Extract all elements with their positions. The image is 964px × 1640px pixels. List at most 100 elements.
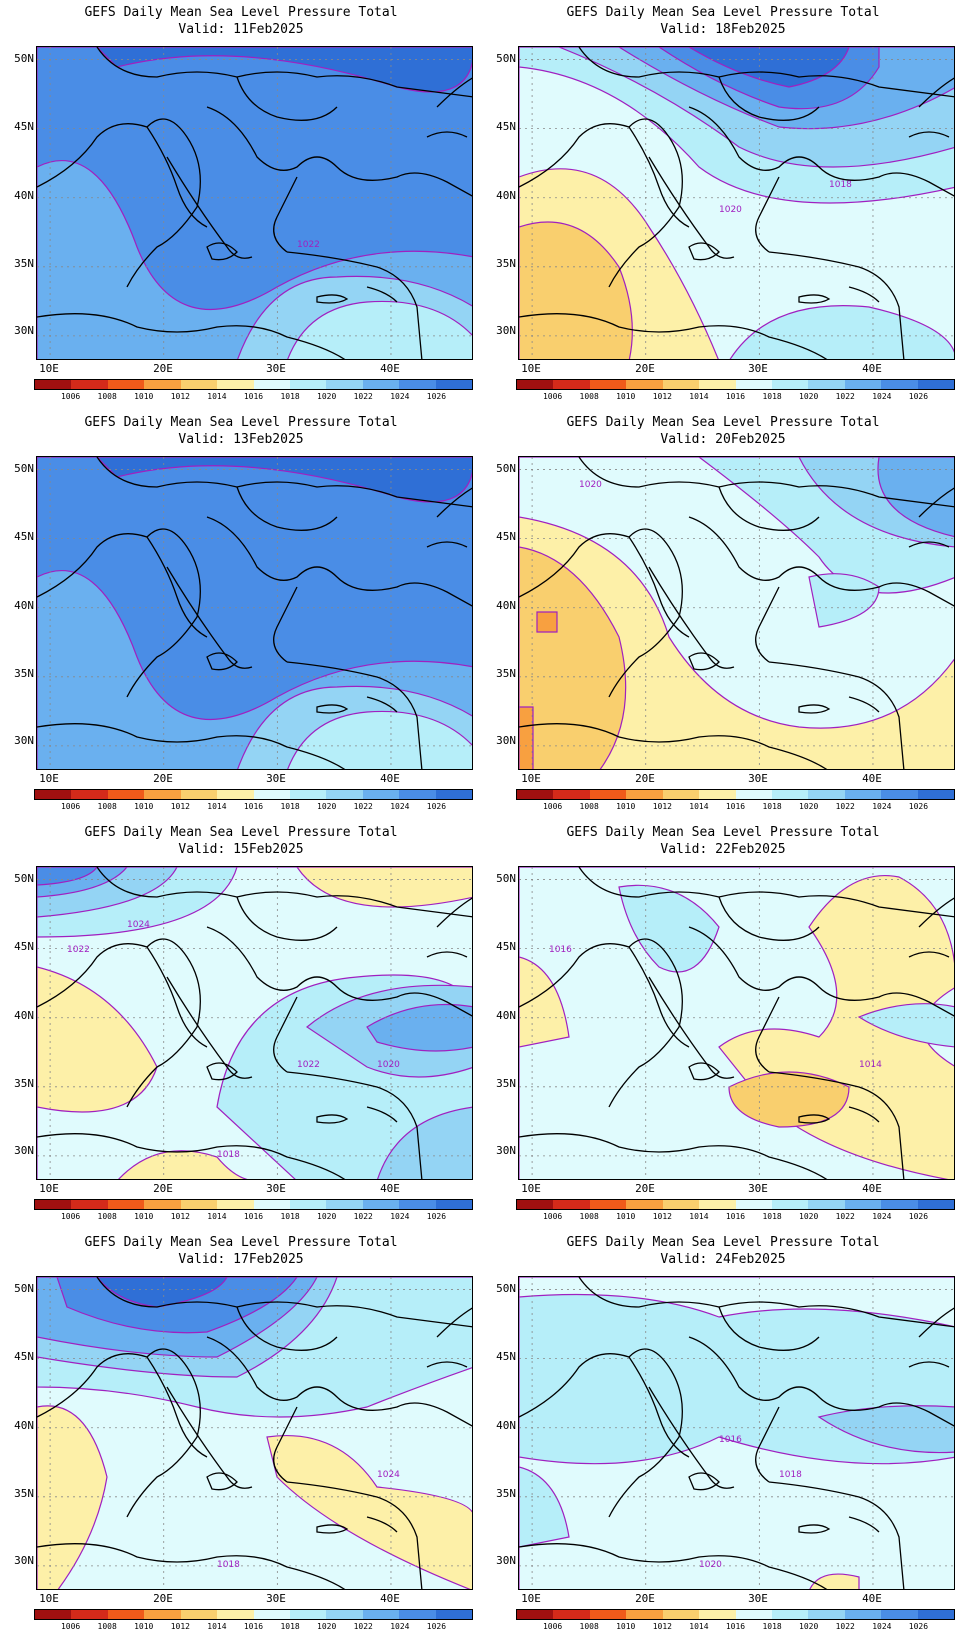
- lon-label: 20E: [635, 1182, 655, 1195]
- coastline-border: [426, 1361, 468, 1368]
- panel-valid-date: Valid: 18Feb2025: [660, 22, 786, 37]
- lat-label: 50N: [496, 872, 516, 885]
- panel-valid-date: Valid: 20Feb2025: [660, 432, 786, 447]
- colorbar-swatch: [180, 380, 218, 389]
- coastline-border: [37, 1348, 201, 1518]
- lon-label: 30E: [748, 1592, 768, 1605]
- lat-label: 50N: [14, 872, 34, 885]
- colorbar-swatch: [917, 1200, 955, 1209]
- map-panel: GEFS Daily Mean Sea Level Pressure Total…: [482, 1230, 964, 1640]
- colorbar-label: 1014: [207, 802, 227, 811]
- colorbar-swatch: [435, 380, 473, 389]
- coastline-border: [688, 1062, 720, 1081]
- map-canvas: 1022: [37, 47, 472, 359]
- colorbar-label: 1024: [872, 1212, 892, 1221]
- colorbar-swatch: [253, 790, 290, 799]
- contour-label: 1018: [217, 1150, 240, 1160]
- coastline-border: [848, 1516, 880, 1533]
- coastline-border: [688, 926, 954, 1017]
- lat-label: 40N: [496, 189, 516, 202]
- pressure-band: [809, 1573, 860, 1589]
- colorbar-label: 1022: [353, 802, 373, 811]
- map-panel: GEFS Daily Mean Sea Level Pressure Total…: [0, 820, 482, 1230]
- colorbar-label: 1010: [616, 802, 636, 811]
- pressure-band: [817, 1405, 954, 1454]
- colorbar-swatch: [399, 380, 436, 389]
- pressure-band: [519, 516, 954, 769]
- colorbar-label: 1024: [872, 392, 892, 401]
- colorbar-swatch: [253, 1610, 290, 1619]
- colorbar-swatch: [107, 1200, 145, 1209]
- lat-label: 50N: [496, 52, 516, 65]
- colorbar-label: 1008: [97, 1212, 117, 1221]
- coastline-border: [37, 313, 346, 359]
- lat-label: 35N: [496, 1077, 516, 1090]
- colorbar-swatch: [626, 1200, 663, 1209]
- colorbar-label: 1022: [835, 802, 855, 811]
- coastline-border: [37, 723, 346, 769]
- colorbar-swatch: [35, 790, 72, 799]
- lat-label: 40N: [14, 1419, 34, 1432]
- coastline-border: [908, 1361, 950, 1368]
- coastline-border: [37, 938, 201, 1108]
- pressure-map: 1024 1018: [36, 1276, 473, 1590]
- panel-valid-date: Valid: 15Feb2025: [178, 842, 304, 857]
- colorbar-label: 1026: [908, 1212, 929, 1221]
- coastline-border: [316, 704, 349, 714]
- colorbar-label: 1020: [317, 1622, 337, 1631]
- colorbar-label: 1008: [579, 802, 599, 811]
- lat-label: 40N: [14, 1009, 34, 1022]
- colorbar-label: 1008: [97, 802, 117, 811]
- coastline-border: [273, 586, 298, 663]
- colorbar-swatch: [144, 380, 181, 389]
- colorbar-label: 1012: [652, 1622, 672, 1631]
- colorbar: [516, 379, 955, 390]
- lat-label: 40N: [14, 189, 34, 202]
- lat-label: 30N: [496, 734, 516, 747]
- colorbar-swatch: [144, 1200, 181, 1209]
- lon-label: 20E: [153, 362, 173, 375]
- coastline-border: [688, 1336, 954, 1427]
- lat-label: 30N: [14, 734, 34, 747]
- colorbar-label: 1006: [60, 1212, 81, 1221]
- map-panel: GEFS Daily Mean Sea Level Pressure Total…: [0, 410, 482, 820]
- colorbar-swatch: [844, 380, 882, 389]
- coastline-border: [519, 1133, 828, 1179]
- coastline-border: [436, 897, 472, 928]
- coastline-border: [236, 76, 338, 121]
- panel-valid-date: Valid: 22Feb2025: [660, 842, 786, 857]
- colorbar-label: 1014: [207, 1212, 227, 1221]
- colorbar-swatch: [626, 790, 663, 799]
- coastline-border: [206, 106, 472, 197]
- pressure-map: [36, 456, 473, 770]
- coastline-border: [206, 1062, 238, 1081]
- contour-label: 1024: [377, 1470, 400, 1480]
- colorbar-label: 1020: [317, 392, 337, 401]
- colorbar-swatch: [253, 380, 290, 389]
- coastline-border: [918, 77, 954, 108]
- pressure-map: 1024 1022 1020 1018 1022: [36, 866, 473, 1180]
- colorbar-swatch: [253, 1200, 290, 1209]
- lat-label: 30N: [496, 1144, 516, 1157]
- colorbar-swatch: [180, 1200, 218, 1209]
- coastline-border: [273, 996, 298, 1073]
- lat-label: 35N: [496, 667, 516, 680]
- coastline-border: [436, 77, 472, 108]
- lat-label: 40N: [496, 1009, 516, 1022]
- colorbar-swatch: [362, 1200, 400, 1209]
- coastline-border: [236, 486, 338, 531]
- coastline-border: [798, 1114, 831, 1124]
- colorbar-swatch: [881, 1610, 918, 1619]
- lat-label: 30N: [14, 324, 34, 337]
- coastline-border: [519, 938, 683, 1108]
- coastline-border: [146, 946, 208, 1048]
- coastline-border: [286, 661, 423, 769]
- colorbar-swatch: [808, 1200, 845, 1209]
- colorbar-swatch: [435, 790, 473, 799]
- coastline-border: [519, 313, 828, 359]
- coastline-border: [688, 242, 720, 261]
- contour-label: 1016: [719, 1435, 742, 1445]
- colorbar-label: 1016: [725, 802, 746, 811]
- panel-valid-date: Valid: 17Feb2025: [178, 1252, 304, 1267]
- colorbar-label: 1024: [390, 1212, 410, 1221]
